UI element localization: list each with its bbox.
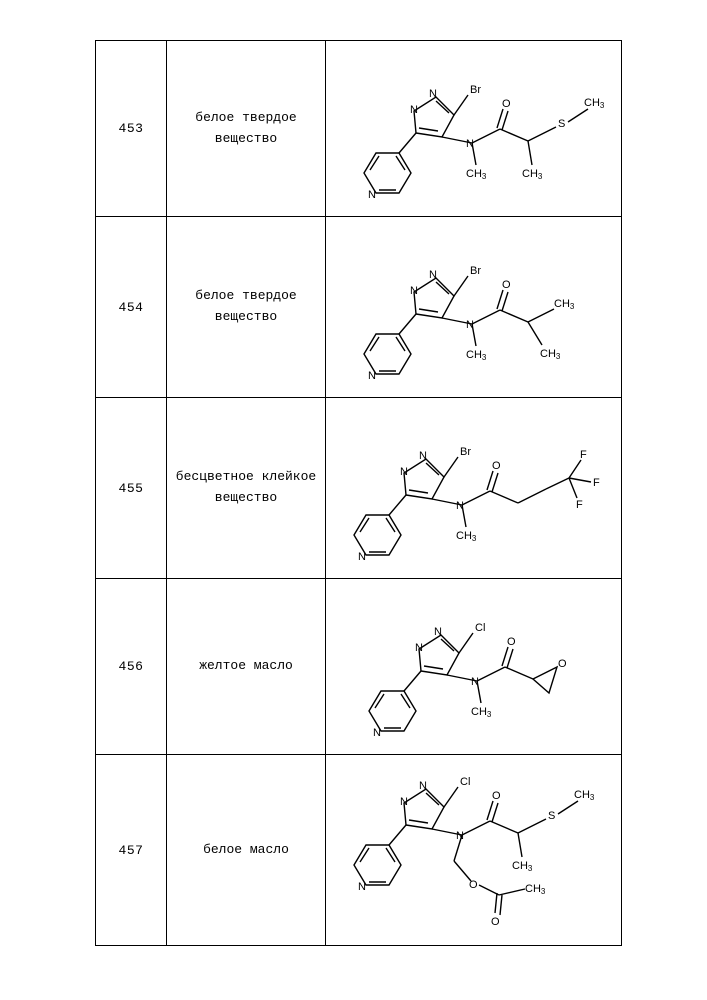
page-container: 453 белое твердое вещество N NN Br O N C… <box>0 0 707 986</box>
svg-text:Cl: Cl <box>475 622 485 634</box>
structure-svg: N NN Br O N CH3 F F F <box>339 408 609 568</box>
table-row: 455 бесцветное клейкое вещество N NN Br … <box>96 398 622 579</box>
svg-text:N: N <box>419 780 427 792</box>
compound-structure: N NN Cl O N CH3 O <box>326 579 622 755</box>
compound-structure: N NN Br O N CH3 CH3 S CH3 <box>326 41 622 217</box>
svg-text:N: N <box>429 269 437 281</box>
svg-text:CH3: CH3 <box>471 706 492 719</box>
svg-text:N: N <box>358 881 366 893</box>
svg-text:N: N <box>466 319 474 331</box>
compound-id: 455 <box>96 398 167 579</box>
svg-text:CH3: CH3 <box>574 789 595 802</box>
svg-text:CH3: CH3 <box>554 298 575 311</box>
svg-text:CH3: CH3 <box>456 530 477 543</box>
svg-text:N: N <box>368 189 376 201</box>
svg-text:N: N <box>368 370 376 382</box>
structure-svg: N NN Cl O N CH3 O <box>349 589 599 744</box>
svg-text:N: N <box>373 727 381 739</box>
table-row: 457 белое масло N NN Cl O N O O CH3 CH3 … <box>96 755 622 946</box>
compound-structure: N NN Br O N CH3 CH3 CH3 <box>326 217 622 398</box>
svg-text:N: N <box>434 626 442 638</box>
svg-text:N: N <box>456 500 464 512</box>
compound-description: белое масло <box>167 755 326 946</box>
svg-text:N: N <box>415 642 423 654</box>
svg-text:O: O <box>492 790 501 802</box>
svg-text:CH3: CH3 <box>466 349 487 362</box>
compound-description: белое твердое вещество <box>167 217 326 398</box>
svg-text:CH3: CH3 <box>522 168 543 181</box>
svg-text:N: N <box>410 104 418 116</box>
svg-text:N: N <box>466 138 474 150</box>
svg-text:F: F <box>593 477 600 489</box>
compound-structure: N NN Br O N CH3 F F F <box>326 398 622 579</box>
svg-text:N: N <box>471 676 479 688</box>
svg-text:O: O <box>469 879 478 891</box>
svg-text:N: N <box>429 88 437 100</box>
svg-text:N: N <box>400 466 408 478</box>
svg-text:O: O <box>491 916 500 928</box>
svg-text:F: F <box>576 499 583 511</box>
table-row: 453 белое твердое вещество N NN Br O N C… <box>96 41 622 217</box>
structure-svg: N NN Cl O N O O CH3 CH3 S CH3 <box>339 765 609 935</box>
compound-table: 453 белое твердое вещество N NN Br O N C… <box>95 40 622 946</box>
table-row: 454 белое твердое вещество N NN Br O N C… <box>96 217 622 398</box>
svg-text:CH3: CH3 <box>466 168 487 181</box>
svg-text:O: O <box>492 460 501 472</box>
svg-text:CH3: CH3 <box>512 860 533 873</box>
svg-text:O: O <box>502 279 511 291</box>
compound-structure: N NN Cl O N O O CH3 CH3 S CH3 <box>326 755 622 946</box>
compound-id: 457 <box>96 755 167 946</box>
svg-text:Br: Br <box>470 265 481 277</box>
svg-text:N: N <box>419 450 427 462</box>
structure-svg: N NN Br O N CH3 CH3 CH3 <box>344 227 604 387</box>
svg-text:S: S <box>558 118 565 130</box>
svg-text:S: S <box>548 810 555 822</box>
compound-description: желтое масло <box>167 579 326 755</box>
svg-text:N: N <box>456 830 464 842</box>
svg-text:F: F <box>580 449 587 461</box>
compound-id: 453 <box>96 41 167 217</box>
table-row: 456 желтое масло N NN Cl O N CH3 O <box>96 579 622 755</box>
svg-text:Br: Br <box>470 84 481 96</box>
svg-text:O: O <box>502 98 511 110</box>
svg-text:O: O <box>507 636 516 648</box>
svg-text:CH3: CH3 <box>584 97 604 110</box>
svg-text:CH3: CH3 <box>525 883 546 896</box>
svg-text:O: O <box>558 658 567 670</box>
compound-id: 454 <box>96 217 167 398</box>
svg-text:CH3: CH3 <box>540 348 561 361</box>
compound-description: бесцветное клейкое вещество <box>167 398 326 579</box>
svg-text:Cl: Cl <box>460 776 470 788</box>
structure-svg: N NN Br O N CH3 CH3 S CH3 <box>344 51 604 206</box>
compound-description: белое твердое вещество <box>167 41 326 217</box>
svg-text:N: N <box>410 285 418 297</box>
svg-text:N: N <box>358 551 366 563</box>
svg-text:Br: Br <box>460 446 471 458</box>
svg-text:N: N <box>400 796 408 808</box>
compound-id: 456 <box>96 579 167 755</box>
